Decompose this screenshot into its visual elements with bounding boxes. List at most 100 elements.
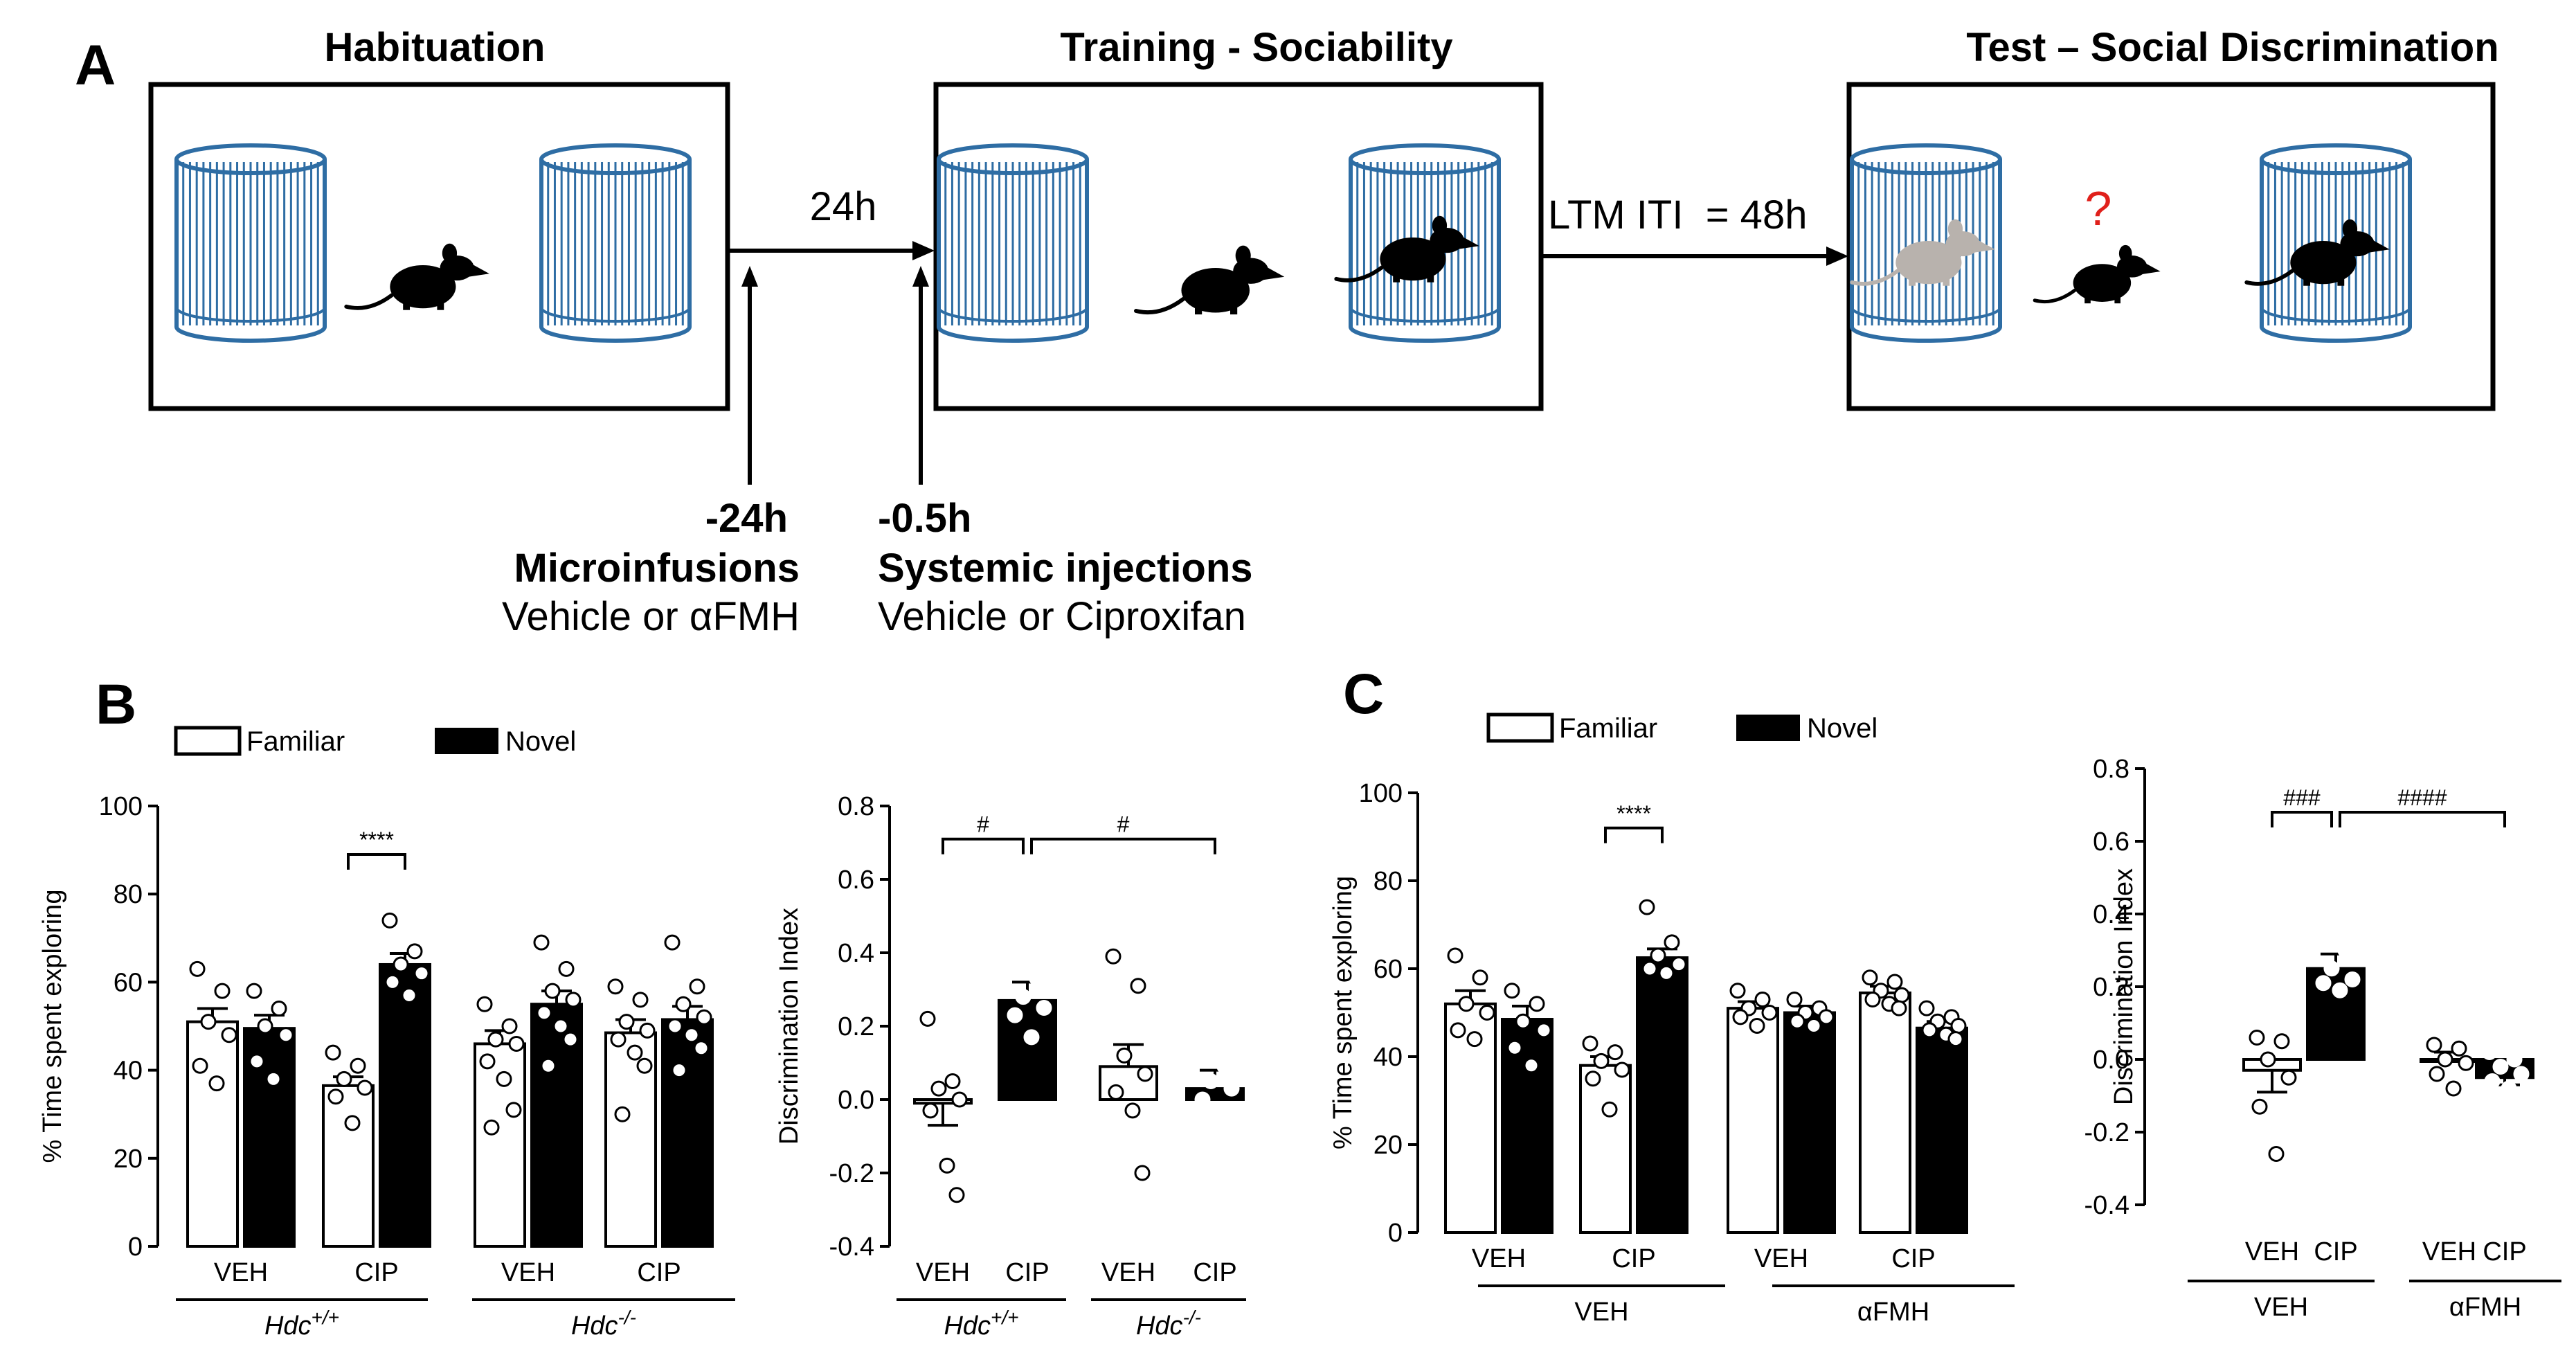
x-tick-label: VEH (501, 1258, 555, 1287)
x-tick-label: VEH (214, 1258, 268, 1287)
data-point (2251, 1098, 2268, 1115)
x-tick-label: CIP (1891, 1244, 1935, 1273)
cage-5 (2260, 143, 2412, 343)
data-point (476, 996, 493, 1012)
cage-rim-top (2260, 143, 2412, 175)
y-tick-label: -0.2 (2084, 1118, 2129, 1147)
data-point (1036, 1000, 1052, 1016)
cage-rim-inner (1850, 307, 2001, 323)
data-point (951, 1091, 968, 1108)
legend-c-novel-swatch (1736, 715, 1800, 741)
data-point (393, 956, 409, 973)
panel-a-label: A (75, 34, 116, 97)
data-point (2458, 1055, 2474, 1071)
data-point (1515, 1013, 1531, 1030)
stage-test-title: Test – Social Discrimination (1966, 25, 2498, 70)
mouse-leg (1393, 273, 1400, 283)
x-tick-label: CIP (2483, 1237, 2526, 1266)
y-tick-label: 40 (1373, 1043, 1403, 1072)
mouse-ear (2118, 244, 2132, 262)
group-label: Hdc+/+ (944, 1307, 1018, 1341)
data-point (1535, 1022, 1552, 1039)
mouse-tail (1134, 297, 1185, 315)
data-point (1447, 947, 1463, 964)
mouse-tail (1334, 265, 1384, 283)
arena-training (933, 82, 1544, 411)
data-point (693, 1040, 710, 1057)
legend-b: Familiar Novel (174, 726, 576, 757)
bar-novel (1916, 1026, 1968, 1234)
data-point (208, 1075, 225, 1092)
cage-2 (937, 143, 1089, 343)
data-point (1732, 1009, 1749, 1025)
mouse-training-caged (1334, 215, 1479, 283)
mouse-ear (442, 243, 458, 263)
data-point (607, 978, 624, 995)
data-point (1650, 947, 1666, 964)
bar-familiar (186, 1020, 239, 1248)
mouse-ear (1947, 219, 1963, 239)
injection-time: -0.5h (878, 496, 971, 541)
significance-bracket-2-label: # (1117, 812, 1130, 837)
mouse-training-free (1134, 245, 1285, 315)
cage-rim-top (1349, 143, 1501, 175)
microinfusion-time: -24h (705, 496, 788, 541)
data-point (1818, 1009, 1835, 1025)
cage-rim-bottom (2260, 326, 2412, 343)
data-point (1472, 969, 1488, 986)
legend-b-novel-label: Novel (505, 726, 576, 757)
x-tick-label: CIP (354, 1258, 398, 1287)
data-point (2481, 1044, 2498, 1060)
data-point (1105, 948, 1122, 965)
data-point (350, 1057, 366, 1074)
y-tick-label: 100 (99, 792, 143, 821)
data-point (948, 1187, 965, 1203)
data-point (1221, 1154, 1237, 1170)
data-point (327, 1088, 344, 1105)
mouse-body (2073, 264, 2132, 302)
data-point (249, 1053, 265, 1070)
mouse-leg (437, 301, 444, 310)
data-point (1947, 1031, 1964, 1048)
data-point (2273, 1033, 2290, 1050)
mouse-tail (1850, 269, 1900, 286)
x-tick-label: VEH (2245, 1237, 2299, 1266)
cage-rim-inner (540, 307, 691, 323)
data-point (2437, 1051, 2453, 1068)
data-point (246, 983, 262, 999)
data-point (1950, 1018, 1967, 1034)
injection-title: Systemic injections (878, 546, 1253, 591)
data-point (189, 960, 206, 977)
data-point (1601, 1101, 1618, 1118)
data-point (1805, 1018, 1822, 1034)
mouse-leg (403, 301, 411, 310)
data-point (689, 978, 705, 995)
mouse-ear (2342, 219, 2358, 239)
data-point (1203, 1073, 1219, 1089)
x-tick-label: CIP (1193, 1258, 1236, 1287)
legend-c-familiar-swatch (1486, 713, 1554, 743)
mouse-tail (2244, 269, 2294, 286)
data-point (1479, 1005, 1495, 1021)
data-point (683, 1027, 700, 1043)
injection-detail: Vehicle or Ciproxifan (878, 594, 1246, 639)
data-point (1864, 991, 1881, 1007)
y-tick-label: -0.4 (829, 1233, 874, 1262)
y-tick-label: 20 (1373, 1131, 1403, 1160)
data-point (639, 1022, 656, 1039)
data-point (536, 1005, 552, 1021)
group-label: VEH (1574, 1298, 1628, 1327)
group-label-superscript: -/- (1183, 1307, 1201, 1328)
data-point (632, 992, 649, 1008)
data-point (1223, 1080, 1240, 1097)
group-label-superscript: -/- (618, 1307, 636, 1328)
data-point (1504, 983, 1520, 999)
x-tick-label: VEH (2422, 1237, 2476, 1266)
x-tick-label: VEH (916, 1258, 970, 1287)
data-point (540, 1057, 557, 1074)
data-point (1729, 983, 1746, 999)
legend-c: Familiar Novel (1486, 713, 1877, 744)
data-point (2344, 971, 2361, 987)
